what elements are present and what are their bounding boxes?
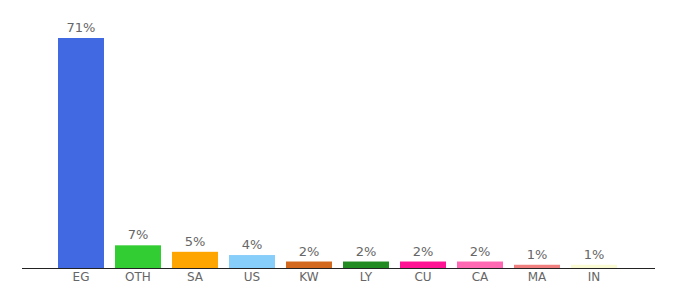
data-label: 7% <box>128 227 149 242</box>
x-tick-label: LY <box>360 270 373 284</box>
bar <box>172 252 218 268</box>
data-label: 5% <box>185 234 206 249</box>
bar <box>514 265 560 268</box>
chart: 71% EG 7% OTH 5% SA 4% US 2% KW 2% LY 2% CU 2% CA 1% MA 1%… <box>0 0 680 300</box>
data-label: 1% <box>584 247 605 262</box>
x-tick-label: US <box>244 270 260 284</box>
bar <box>286 262 332 268</box>
x-tick-label: CA <box>472 270 489 284</box>
bars <box>58 38 617 268</box>
x-tick-label: CU <box>414 270 431 284</box>
data-label: 2% <box>413 244 434 259</box>
chart-container: 71% EG 7% OTH 5% SA 4% US 2% KW 2% LY 2% CU 2% CA 1% MA 1%… <box>0 0 680 300</box>
labels: 71% EG 7% OTH 5% SA 4% US 2% KW 2% LY 2% CU 2% CA 1% MA 1%… <box>67 20 605 284</box>
data-label: 2% <box>356 244 377 259</box>
x-tick-label: MA <box>528 270 547 284</box>
x-tick-label: KW <box>299 270 318 284</box>
data-label: 4% <box>242 237 263 252</box>
bar <box>58 38 104 268</box>
data-label: 71% <box>67 20 96 35</box>
x-axis <box>22 268 655 269</box>
bar <box>229 255 275 268</box>
bar <box>571 265 617 268</box>
bar <box>457 262 503 268</box>
data-label: 2% <box>299 244 320 259</box>
bar <box>400 262 446 268</box>
bar <box>343 262 389 268</box>
data-label: 2% <box>470 244 491 259</box>
x-tick-label: OTH <box>125 270 151 284</box>
bar <box>115 245 161 268</box>
x-tick-label: SA <box>187 270 204 284</box>
x-tick-label: IN <box>588 270 601 284</box>
x-tick-label: EG <box>73 270 90 284</box>
data-label: 1% <box>527 247 548 262</box>
